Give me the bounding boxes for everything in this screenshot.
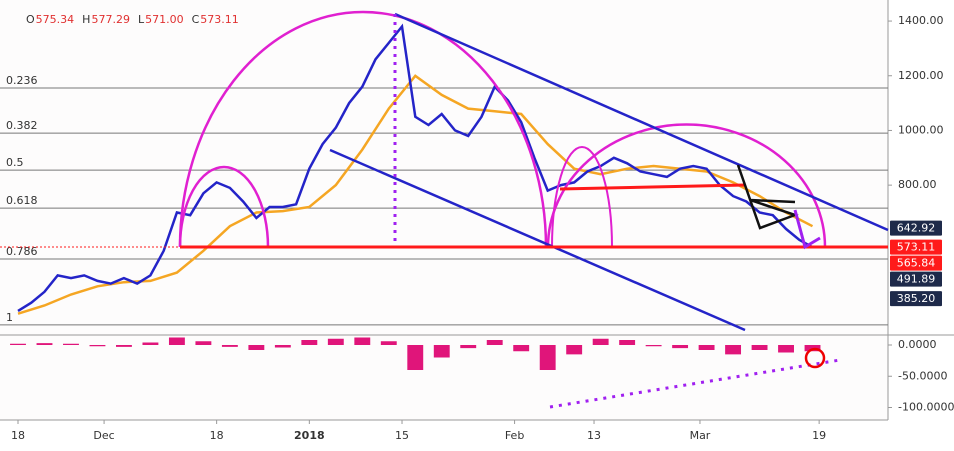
ohlc-key: H — [82, 13, 90, 26]
fib-label: 0.618 — [6, 194, 38, 207]
y-tick-label: 1000.00 — [898, 123, 944, 136]
fib-label: 1 — [6, 311, 13, 324]
histogram-bar — [274, 345, 291, 348]
header: O 575.34 H 577.29 L 571.00 C 573.11 — [26, 13, 239, 26]
arc — [546, 123, 827, 248]
histogram-bar — [89, 345, 106, 347]
x-tick-label: 13 — [587, 429, 601, 442]
price-label-box — [890, 291, 942, 307]
histogram-bar — [698, 345, 715, 350]
price-label: 642.92 — [897, 222, 936, 235]
ohlc-value: 577.29 — [91, 13, 130, 26]
x-tick-label: 18 — [210, 429, 224, 442]
price-label-box — [890, 220, 942, 236]
histogram-bar — [513, 345, 530, 352]
y-tick-label: 800.00 — [898, 178, 937, 191]
histogram-bar — [195, 341, 212, 345]
y-tick-label: -50.0000 — [898, 369, 947, 382]
price-label-box — [890, 255, 942, 271]
x-tick-label: 2018 — [294, 429, 325, 442]
y-tick-label: 0.0000 — [898, 338, 937, 351]
y-tick-label: -100.0000 — [898, 401, 954, 414]
histogram-bar — [539, 345, 556, 370]
x-tick-label: 15 — [395, 429, 409, 442]
x-tick-label: Mar — [690, 429, 711, 442]
price-label: 565.84 — [897, 257, 936, 270]
ohlc-key: C — [192, 13, 200, 26]
fib-label: 0.786 — [6, 245, 38, 258]
trend-line — [394, 12, 889, 232]
histogram-bar — [36, 343, 53, 345]
fib-label: 0.236 — [6, 74, 38, 87]
fib-label: 0.382 — [6, 119, 38, 132]
histogram-bar — [10, 343, 26, 345]
histogram-bar — [248, 345, 265, 350]
y-tick-label: 1200.00 — [898, 69, 944, 82]
price-label: 491.89 — [897, 273, 936, 286]
histogram-bar — [63, 343, 79, 345]
histogram-bar — [672, 345, 689, 349]
histogram-bar — [115, 345, 132, 347]
histogram-bar — [221, 345, 238, 347]
x-tick-label: Feb — [505, 429, 524, 442]
histogram-bar — [433, 345, 450, 358]
ohlc-key: L — [138, 13, 145, 26]
histogram-bar — [778, 345, 794, 353]
ohlc-value: 571.00 — [145, 13, 184, 26]
histogram-bar — [407, 345, 424, 370]
y-tick-label: 1400.00 — [898, 14, 944, 27]
arc — [178, 165, 270, 248]
price-label-box — [890, 239, 942, 255]
ohlc-value: 575.34 — [36, 13, 75, 26]
histogram-bar — [301, 340, 318, 345]
x-tick-label: Dec — [93, 429, 114, 442]
histogram-bar — [460, 345, 477, 349]
drawings — [0, 10, 889, 409]
histogram-bar — [142, 342, 159, 345]
arc — [551, 146, 613, 248]
histogram-bar — [354, 337, 371, 345]
fib-label: 0.5 — [6, 156, 24, 169]
ohlc-value: 573.11 — [200, 13, 239, 26]
x-tick-label: 18 — [11, 429, 25, 442]
histogram-bar — [168, 337, 185, 345]
histogram-bar — [592, 338, 609, 345]
histogram-bar — [725, 345, 742, 355]
arc — [178, 10, 548, 248]
histogram-bar — [619, 340, 636, 345]
x-tick-label: 19 — [812, 429, 826, 442]
dotted-line — [549, 358, 841, 409]
histogram-bar — [566, 345, 583, 355]
price-line — [17, 23, 814, 312]
trend-line — [329, 148, 746, 332]
neckline — [559, 183, 746, 191]
pattern — [793, 209, 821, 250]
ohlc-key: O — [26, 13, 35, 26]
highlight-circle — [804, 347, 826, 369]
histogram-bar — [380, 341, 397, 345]
histogram-bar — [486, 340, 503, 345]
price-label: 385.20 — [897, 292, 936, 305]
histogram-bar — [751, 345, 768, 350]
price-label-box — [890, 271, 942, 287]
price-label: 573.11 — [897, 241, 936, 254]
histogram-bar — [327, 338, 344, 345]
histogram-bar — [645, 345, 662, 347]
